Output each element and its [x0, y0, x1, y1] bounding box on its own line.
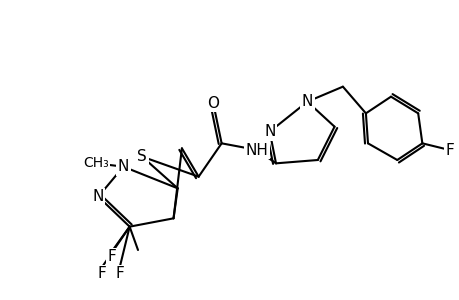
Text: NH: NH — [245, 142, 268, 158]
Text: F: F — [97, 266, 106, 281]
Text: N: N — [301, 94, 313, 109]
Text: F: F — [115, 266, 124, 281]
Text: N: N — [118, 159, 129, 174]
Text: N: N — [263, 124, 275, 139]
Text: F: F — [107, 249, 116, 264]
Text: F: F — [444, 142, 453, 158]
Text: S: S — [137, 149, 147, 164]
Text: O: O — [207, 96, 219, 111]
Text: N: N — [92, 189, 104, 204]
Text: CH₃: CH₃ — [83, 156, 109, 170]
